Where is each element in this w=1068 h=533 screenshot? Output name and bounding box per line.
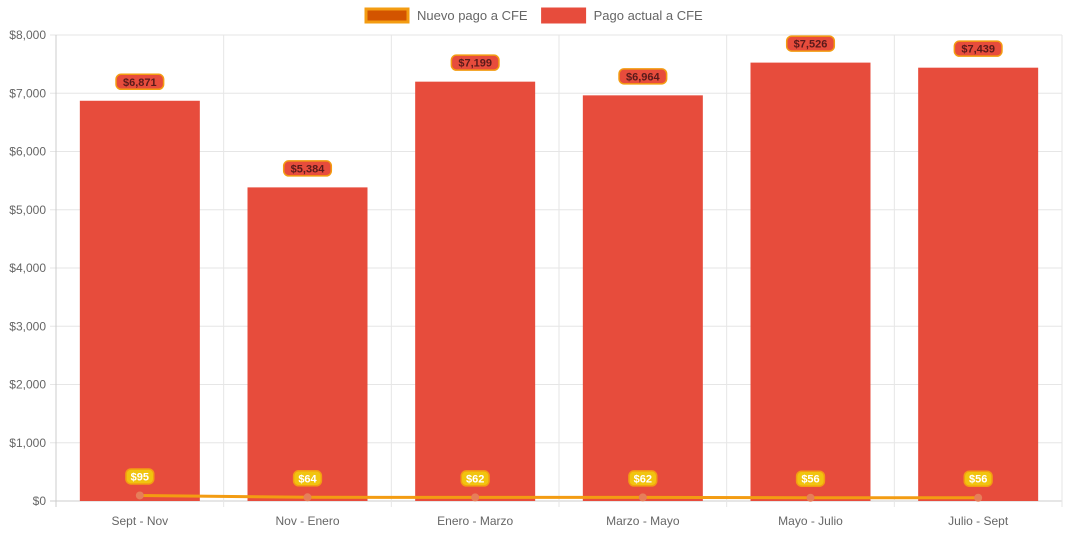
legend-swatch	[364, 7, 410, 24]
data-label: $7,526	[785, 35, 836, 52]
bar[interactable]	[582, 95, 703, 502]
y-tick-label: $6,000	[9, 145, 46, 159]
data-label: $95	[125, 468, 155, 485]
bar[interactable]	[79, 100, 200, 501]
data-label-text: $62	[634, 473, 652, 485]
y-tick-label: $1,000	[9, 436, 46, 450]
axis-layer: $0 $1,000 $2,000 $3,000 $4,000 $5,000 $6,000 $7…	[9, 28, 1009, 528]
series-line	[139, 493, 979, 500]
y-tick-label: $3,000	[9, 319, 46, 333]
data-label: $7,439	[953, 40, 1003, 57]
data-label-text: $7,526	[794, 39, 828, 51]
legend[interactable]: Nuevo pago a CFE Pago actual a CFE	[364, 7, 703, 24]
line-point[interactable]	[974, 493, 983, 502]
data-label-text: $62	[466, 473, 484, 485]
x-tick-label: Enero - Marzo	[437, 514, 513, 528]
legend-item-pago-actual[interactable]: Pago actual a CFE	[541, 7, 703, 24]
line-point[interactable]	[471, 493, 480, 502]
x-tick-label: Mayo - Julio	[778, 514, 843, 528]
bar[interactable]	[415, 81, 536, 501]
y-tick-label: $2,000	[9, 378, 46, 392]
x-tick-label: Julio - Sept	[948, 514, 1009, 528]
data-label: $6,871	[115, 73, 165, 91]
line-point[interactable]	[135, 491, 144, 500]
y-tick-label: $0	[33, 494, 47, 508]
data-label-badge	[628, 470, 658, 487]
data-label-text: $64	[298, 473, 317, 485]
data-label-badge	[115, 73, 165, 91]
data-label-text: $7,439	[961, 44, 995, 56]
legend-swatch	[541, 7, 587, 24]
data-label-badge	[953, 40, 1003, 57]
data-label: $7,199	[450, 54, 500, 71]
y-tick-label: $4,000	[9, 261, 46, 275]
data-label: $62	[460, 470, 490, 487]
y-tick-label: $8,000	[9, 28, 46, 42]
x-tick-label: Nov - Enero	[275, 514, 339, 528]
data-label-badge	[618, 68, 668, 85]
line-series	[135, 491, 983, 502]
x-tick-label: Marzo - Mayo	[606, 514, 680, 528]
data-label-text: $56	[969, 474, 987, 486]
x-tick-label: Sept - Nov	[111, 514, 168, 528]
data-label-badge	[282, 160, 333, 177]
data-label-text: $95	[131, 471, 149, 483]
data-label: $5,384	[282, 160, 333, 177]
bar[interactable]	[247, 187, 368, 501]
data-label: $56	[795, 470, 826, 487]
line-point[interactable]	[638, 493, 647, 502]
bar[interactable]	[750, 62, 871, 501]
legend-label: Nuevo pago a CFE	[417, 8, 528, 23]
data-label-text: $56	[801, 474, 819, 486]
data-label-badge	[460, 470, 490, 487]
data-label-text: $6,871	[123, 77, 157, 89]
y-tick-label: $5,000	[9, 203, 46, 217]
data-labels: $6,871 $5,384 $7,199 $6,964 $7,526 $7,439 $95 $…	[115, 35, 1003, 487]
data-label-text: $5,384	[291, 163, 326, 175]
data-label: $62	[628, 470, 658, 487]
bar-series	[79, 62, 1039, 502]
data-label-text: $7,199	[458, 58, 492, 70]
bar[interactable]	[918, 67, 1039, 501]
grid-layer	[50, 34, 1063, 507]
data-label-text: $6,964	[626, 71, 661, 83]
line-point[interactable]	[303, 493, 312, 502]
data-label-badge	[785, 35, 836, 52]
legend-item-nuevo-pago[interactable]: Nuevo pago a CFE	[364, 7, 528, 24]
data-label-badge	[125, 468, 155, 485]
data-label-badge	[795, 470, 826, 487]
data-label: $6,964	[618, 68, 668, 85]
line-point[interactable]	[806, 493, 815, 502]
data-label-badge	[450, 54, 500, 71]
legend-label: Pago actual a CFE	[594, 8, 703, 23]
data-label-badge	[963, 470, 993, 487]
y-tick-label: $7,000	[9, 86, 46, 100]
data-label: $56	[963, 470, 993, 487]
data-label-badge	[292, 470, 323, 487]
data-label: $64	[292, 470, 323, 487]
